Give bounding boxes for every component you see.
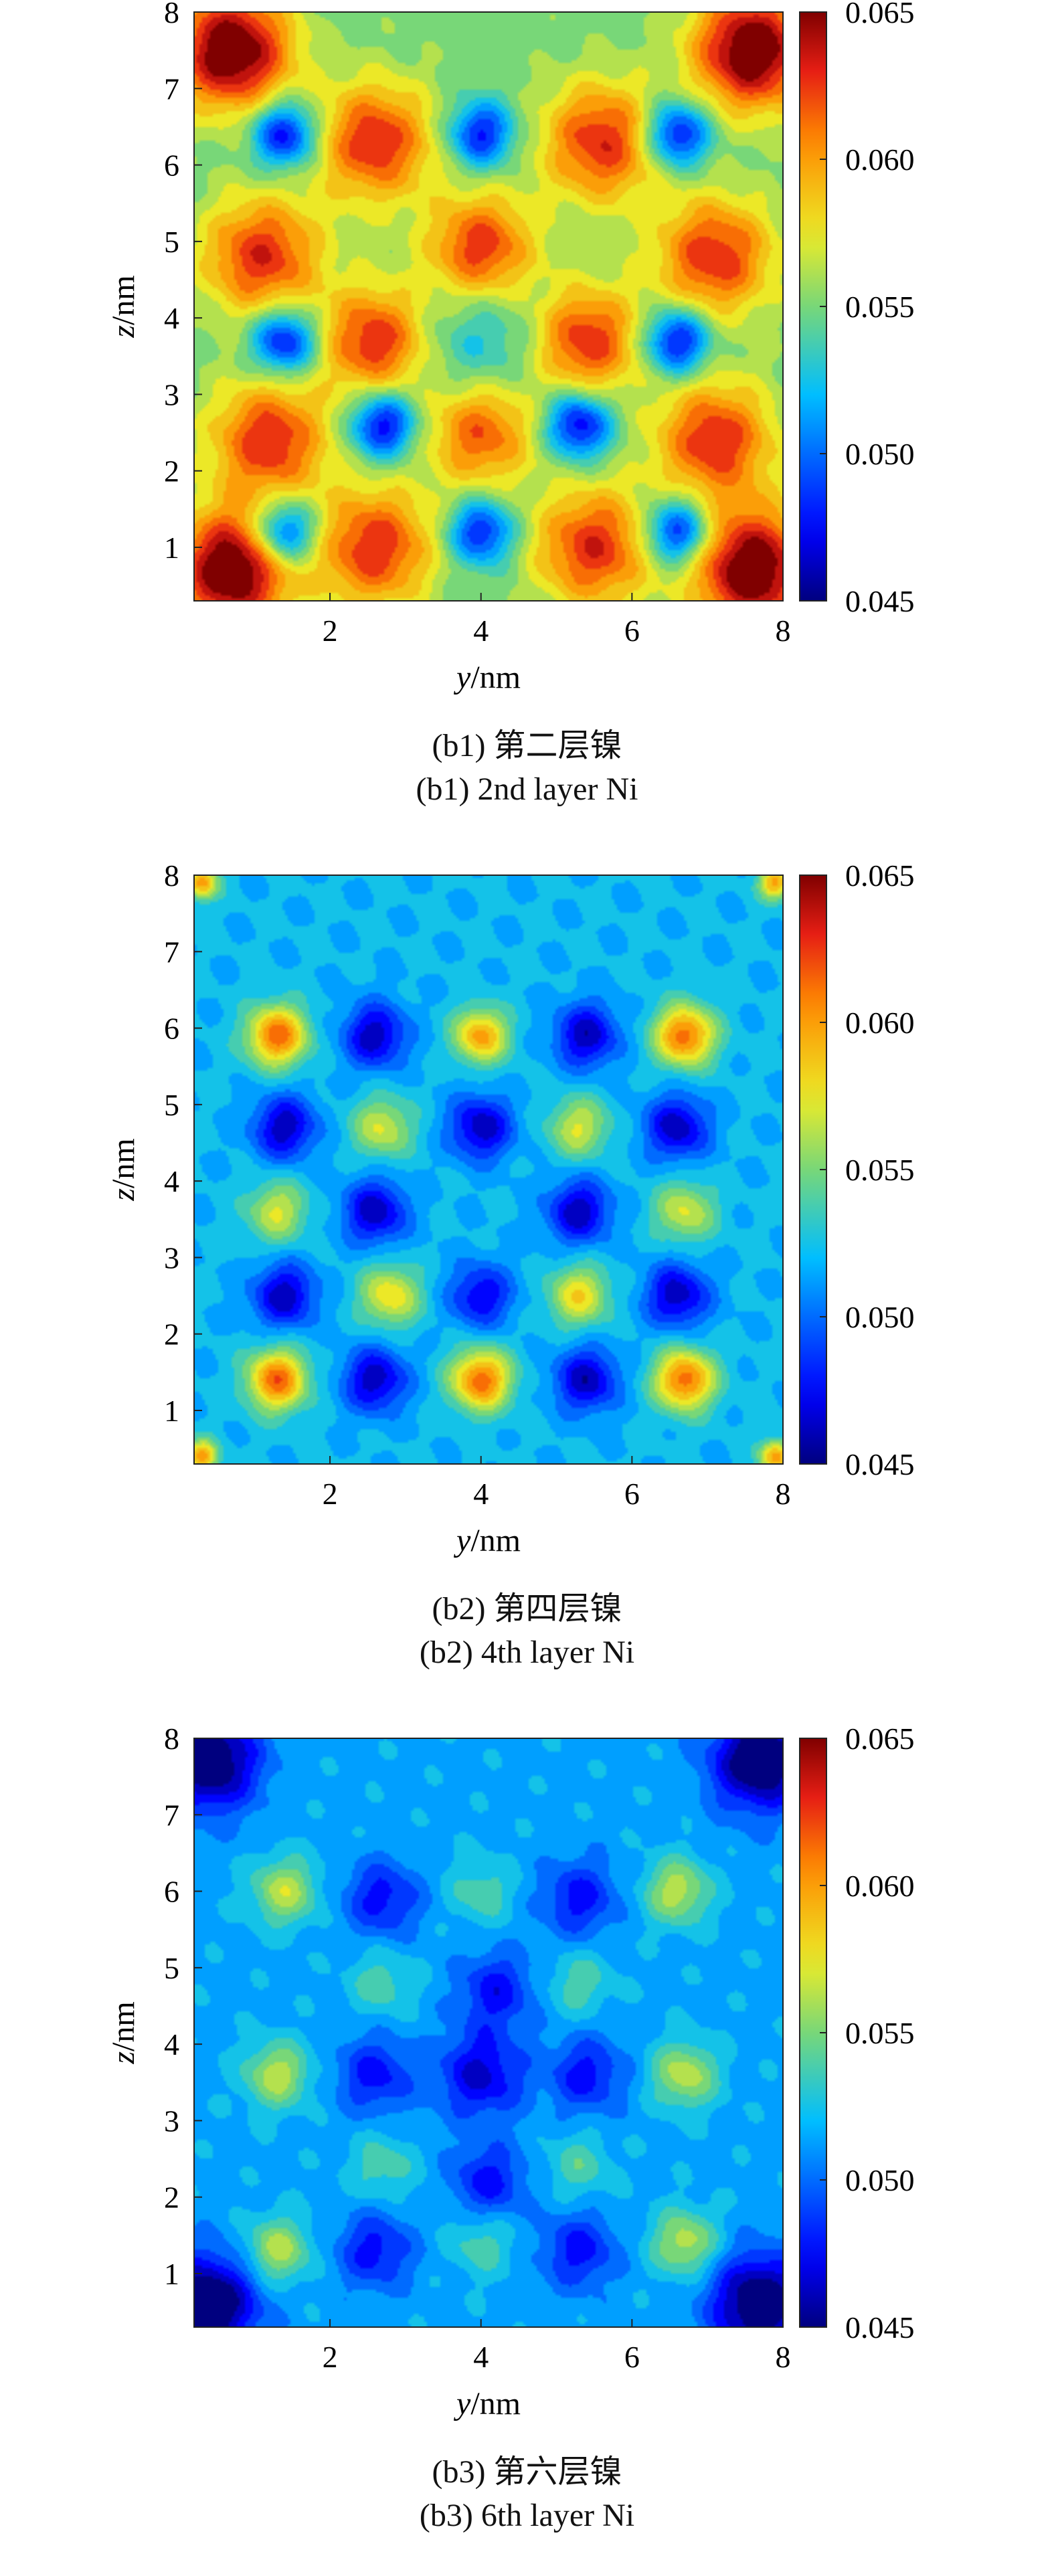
x-tick-label: 2: [323, 2340, 338, 2374]
x-tick-label: 2: [323, 614, 338, 648]
y-tick-label: 1: [164, 1394, 179, 1428]
y-tick-label: 7: [164, 1798, 179, 1832]
colorbar-tick-label: 0.045: [845, 2310, 915, 2344]
y-tick-label: 4: [164, 301, 179, 335]
colorbar-tick-label: 0.050: [845, 2163, 915, 2197]
x-tick-label: 8: [776, 1477, 791, 1511]
x-tick-label: 6: [624, 1477, 640, 1511]
colorbar-tick-label: 0.045: [845, 1447, 915, 1481]
y-axis-label: z/nm: [106, 275, 141, 338]
x-axis-label: y/nm: [453, 1523, 521, 1558]
caption-en-b1: (b1) 2nd layer Ni: [416, 771, 638, 807]
y-axis-label: z/nm: [106, 2001, 141, 2064]
colorbar-tick-label: 0.060: [845, 143, 915, 177]
x-tick-label: 4: [473, 2340, 489, 2374]
y-tick-label: 3: [164, 1240, 179, 1275]
x-tick-label: 6: [624, 2340, 640, 2374]
x-axis-label: y/nm: [453, 660, 521, 695]
x-axis-label: y/nm: [453, 2386, 521, 2421]
caption-cn-b1: (b1) 第二层镍: [432, 728, 622, 763]
colorbar-tick-label: 0.060: [845, 1006, 915, 1040]
y-tick-label: 2: [164, 1317, 179, 1352]
y-tick-label: 1: [164, 2257, 179, 2291]
plot-frame: [193, 11, 784, 602]
y-tick-label: 6: [164, 149, 179, 183]
x-tick-label: 8: [776, 614, 791, 648]
colorbar-tick-label: 0.050: [845, 437, 915, 471]
y-tick-label: 1: [164, 531, 179, 565]
colorbar-tick-label: 0.055: [845, 290, 915, 324]
plot-frame: [193, 1738, 784, 2328]
y-tick-label: 2: [164, 454, 179, 488]
y-tick-label: 5: [164, 225, 179, 259]
colorbar-tick-label: 0.055: [845, 1153, 915, 1187]
chart-panel-b3: 2 4 6 8 1 2 3 4 5 6 7 8 y/nm z/nm 0.045 0.050 0.055 0.060…: [0, 1726, 1054, 2576]
x-tick-label: 4: [473, 614, 489, 648]
y-tick-label: 7: [164, 72, 179, 106]
y-tick-label: 6: [164, 1012, 179, 1046]
colorbar-tick-label: 0.065: [845, 863, 915, 893]
caption-cn-b2: (b2) 第四层镍: [432, 1591, 622, 1627]
chart-svg-b3: 2 4 6 8 1 2 3 4 5 6 7 8 y/nm z/nm 0.045 0.050 0.055 0.060…: [106, 1726, 915, 2421]
y-tick-label: 6: [164, 1875, 179, 1909]
colorbar-tick-label: 0.060: [845, 1869, 915, 1903]
y-tick-label: 5: [164, 1951, 179, 1985]
chart-panel-b1: 2 4 6 8 1 2 3 4 5 6 7 8 y/nm z/nm 0.045 0.050 0.055 0.060…: [0, 0, 1054, 850]
x-tick-label: 4: [473, 1477, 489, 1511]
y-tick-label: 7: [164, 935, 179, 969]
y-axis-label: z/nm: [106, 1138, 141, 1201]
y-tick-label: 4: [164, 2027, 179, 2061]
chart-panel-b2: 2 4 6 8 1 2 3 4 5 6 7 8 y/nm z/nm 0.045 0.050 0.055 0.060…: [0, 863, 1054, 1713]
heatmap-field: [194, 875, 783, 1464]
colorbar-tick-label: 0.065: [845, 0, 915, 29]
caption-en-b3: (b3) 6th layer Ni: [419, 2498, 635, 2533]
y-tick-label: 3: [164, 377, 179, 411]
x-tick-label: 8: [776, 2340, 791, 2374]
x-tick-label: 6: [624, 614, 640, 648]
y-tick-label: 8: [164, 0, 179, 29]
y-tick-label: 8: [164, 863, 179, 893]
y-tick-label: 8: [164, 1726, 179, 1756]
colorbar-tick-label: 0.055: [845, 2016, 915, 2050]
chart-svg-b2: 2 4 6 8 1 2 3 4 5 6 7 8 y/nm z/nm 0.045 0.050 0.055 0.060…: [106, 863, 915, 1558]
heatmap-field: [194, 1738, 783, 2327]
y-tick-label: 5: [164, 1088, 179, 1122]
x-tick-label: 2: [323, 1477, 338, 1511]
caption-en-b2: (b2) 4th layer Ni: [419, 1635, 635, 1670]
y-tick-label: 2: [164, 2181, 179, 2215]
colorbar-tick-label: 0.065: [845, 1726, 915, 1756]
heatmap-field: [194, 12, 783, 601]
y-tick-label: 4: [164, 1164, 179, 1198]
y-tick-label: 3: [164, 2104, 179, 2138]
chart-svg-b1: 2 4 6 8 1 2 3 4 5 6 7 8 y/nm z/nm 0.045 0.050 0.055 0.060…: [106, 0, 915, 695]
colorbar-tick-label: 0.045: [845, 584, 915, 618]
plot-frame: [193, 875, 784, 1465]
colorbar-tick-label: 0.050: [845, 1300, 915, 1334]
caption-cn-b3: (b3) 第六层镍: [432, 2454, 622, 2490]
